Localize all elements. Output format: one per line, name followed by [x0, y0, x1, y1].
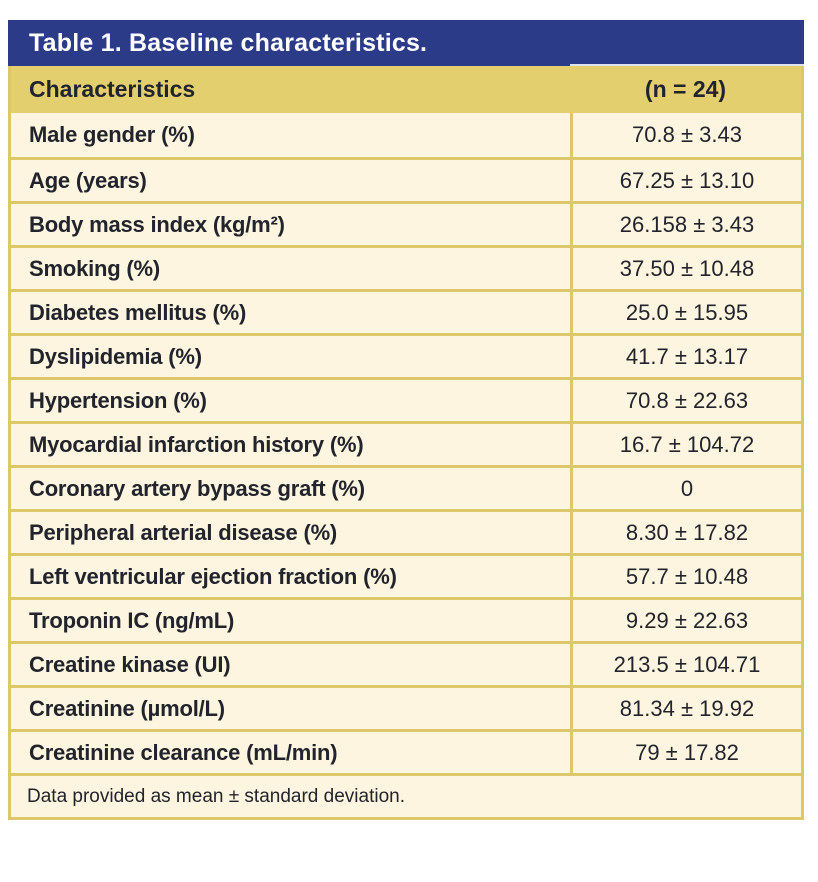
- header-sample-size: (n = 24): [644, 76, 727, 102]
- table-body: Male gender (%) 70.8 ± 3.43 Age (years) …: [11, 113, 801, 773]
- row-value: 57.7 ± 10.48: [570, 556, 801, 597]
- table-title: Table 1. Baseline characteristics.: [29, 28, 428, 57]
- row-label: Peripheral arterial disease (%): [29, 519, 338, 545]
- table-row: Male gender (%) 70.8 ± 3.43: [11, 113, 801, 157]
- table-title-bar: Table 1. Baseline characteristics.: [8, 20, 804, 66]
- row-label: Creatinine (µmol/L): [29, 695, 225, 721]
- row-value: 79 ± 17.82: [570, 732, 801, 773]
- table-grid: Characteristics (n = 24) Male gender (%)…: [8, 66, 804, 820]
- row-label: Dyslipidemia (%): [29, 343, 202, 369]
- table-row: Peripheral arterial disease (%) 8.30 ± 1…: [11, 509, 801, 553]
- row-value: 41.7 ± 13.17: [570, 336, 801, 377]
- table-row: Smoking (%) 37.50 ± 10.48: [11, 245, 801, 289]
- row-value: 70.8 ± 3.43: [570, 113, 801, 157]
- row-value: 26.158 ± 3.43: [570, 204, 801, 245]
- row-label: Left ventricular ejection fraction (%): [29, 563, 397, 589]
- row-value: 0: [570, 468, 801, 509]
- baseline-characteristics-table: Table 1. Baseline characteristics. Chara…: [8, 20, 804, 820]
- table-row: Creatinine (µmol/L) 81.34 ± 19.92: [11, 685, 801, 729]
- table-header-row: Characteristics (n = 24): [11, 66, 801, 113]
- row-value: 67.25 ± 13.10: [570, 160, 801, 201]
- row-label: Male gender (%): [29, 122, 195, 147]
- table-row: Dyslipidemia (%) 41.7 ± 13.17: [11, 333, 801, 377]
- title-underline-divider: [570, 64, 804, 66]
- table-row: Coronary artery bypass graft (%) 0: [11, 465, 801, 509]
- row-value: 16.7 ± 104.72: [570, 424, 801, 465]
- row-label: Age (years): [29, 167, 147, 193]
- table-row: Body mass index (kg/m²) 26.158 ± 3.43: [11, 201, 801, 245]
- table-row: Creatine kinase (UI) 213.5 ± 104.71: [11, 641, 801, 685]
- table-row: Age (years) 67.25 ± 13.10: [11, 157, 801, 201]
- row-label: Creatinine clearance (mL/min): [29, 739, 338, 765]
- header-characteristics: Characteristics: [29, 76, 196, 102]
- table-row: Troponin IC (ng/mL) 9.29 ± 22.63: [11, 597, 801, 641]
- table-row: Left ventricular ejection fraction (%) 5…: [11, 553, 801, 597]
- row-value: 81.34 ± 19.92: [570, 688, 801, 729]
- row-label: Body mass index (kg/m²): [29, 211, 285, 237]
- row-label: Troponin IC (ng/mL): [29, 607, 235, 633]
- row-label: Creatine kinase (UI): [29, 651, 231, 677]
- row-label: Coronary artery bypass graft (%): [29, 475, 365, 501]
- row-label: Myocardial infarction history (%): [29, 431, 364, 457]
- table-row: Myocardial infarction history (%) 16.7 ±…: [11, 421, 801, 465]
- table-row: Creatinine clearance (mL/min) 79 ± 17.82: [11, 729, 801, 773]
- table-footnote: Data provided as mean ± standard deviati…: [11, 773, 801, 817]
- row-label: Smoking (%): [29, 255, 161, 281]
- row-value: 8.30 ± 17.82: [570, 512, 801, 553]
- row-label: Hypertension (%): [29, 387, 207, 413]
- row-value: 37.50 ± 10.48: [570, 248, 801, 289]
- row-value: 25.0 ± 15.95: [570, 292, 801, 333]
- row-value: 9.29 ± 22.63: [570, 600, 801, 641]
- table-row: Diabetes mellitus (%) 25.0 ± 15.95: [11, 289, 801, 333]
- row-value: 213.5 ± 104.71: [570, 644, 801, 685]
- table-row: Hypertension (%) 70.8 ± 22.63: [11, 377, 801, 421]
- row-label: Diabetes mellitus (%): [29, 299, 247, 325]
- row-value: 70.8 ± 22.63: [570, 380, 801, 421]
